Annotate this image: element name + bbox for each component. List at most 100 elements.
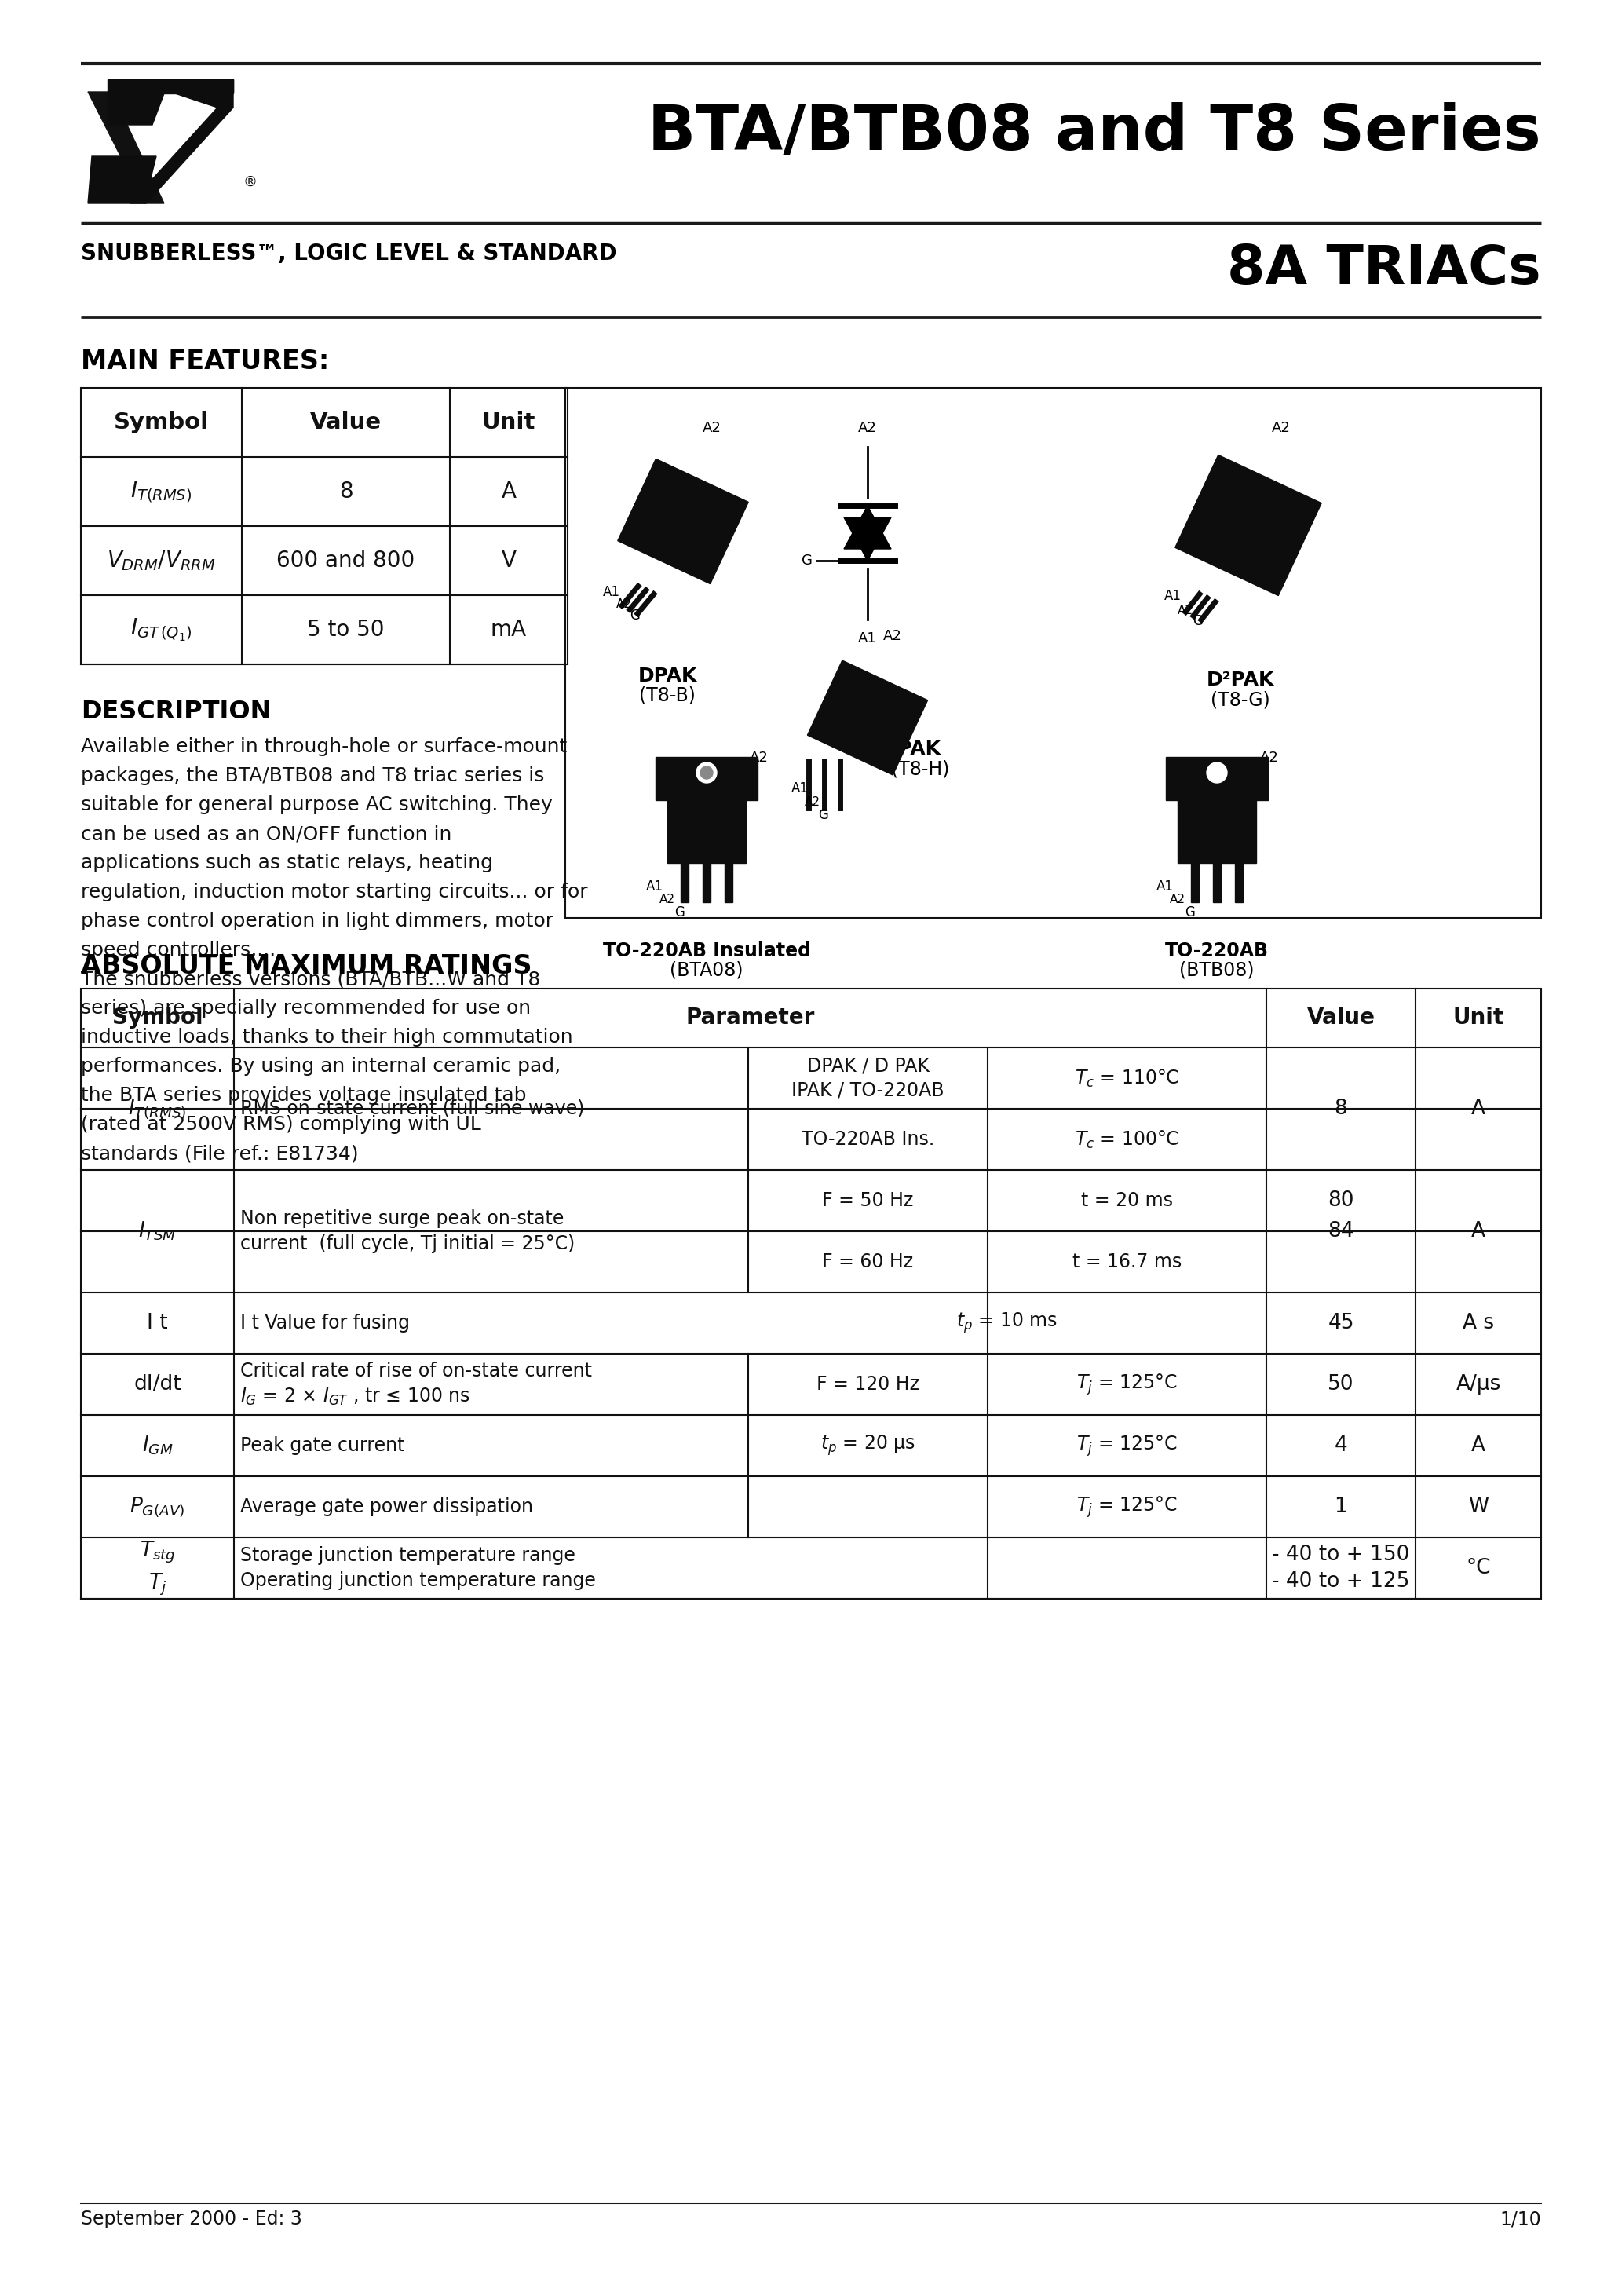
Text: A: A [1471,1435,1486,1456]
Text: DPAK / D PAK
IPAK / TO-220AB: DPAK / D PAK IPAK / TO-220AB [792,1056,944,1100]
Text: W: W [1468,1497,1489,1518]
Text: inductive loads, thanks to their high commutation: inductive loads, thanks to their high co… [81,1029,573,1047]
Text: ABSOLUTE MAXIMUM RATINGS: ABSOLUTE MAXIMUM RATINGS [81,953,532,978]
Bar [655,758,757,799]
Text: TO-220AB Insulated: TO-220AB Insulated [602,941,811,960]
Text: A: A [501,480,516,503]
Bar [681,861,688,902]
Text: mA: mA [490,618,527,641]
Text: A2: A2 [660,893,675,905]
Text: (BTA08): (BTA08) [670,962,743,980]
Text: V: V [501,549,516,572]
Text: G: G [1184,905,1195,918]
Text: regulation, induction motor starting circuits... or for: regulation, induction motor starting cir… [81,882,587,902]
Bar [1213,861,1221,902]
Text: Peak gate current: Peak gate current [240,1437,406,1456]
Text: MAIN FEATURES:: MAIN FEATURES: [81,349,329,374]
Text: A: A [1471,1097,1486,1118]
Text: (BTB08): (BTB08) [1179,962,1254,980]
Text: $T_c$ = 100°C: $T_c$ = 100°C [1075,1130,1179,1150]
Text: 50: 50 [1328,1373,1354,1394]
Text: I t: I t [148,1313,167,1334]
Text: 1/10: 1/10 [1500,2209,1541,2229]
Circle shape [1207,762,1228,783]
Text: A1: A1 [1156,879,1174,893]
Text: $V_{DRM}/V_{RRM}$: $V_{DRM}/V_{RRM}$ [107,549,216,572]
Text: I t Value for fusing: I t Value for fusing [240,1313,410,1332]
Bar [1166,758,1268,799]
Text: IPAK: IPAK [890,739,941,758]
Text: $I_{T(RMS)}$: $I_{T(RMS)}$ [131,480,191,505]
Text: A1: A1 [1165,588,1181,604]
Text: $I_{GT\,(Q_1)}$: $I_{GT\,(Q_1)}$ [131,618,191,643]
Text: A2: A2 [1260,751,1278,765]
Text: 80: 80 [1328,1189,1354,1210]
Text: 8: 8 [339,480,352,503]
Circle shape [696,762,717,783]
Text: A/µs: A/µs [1457,1373,1500,1394]
Text: performances. By using an internal ceramic pad,: performances. By using an internal ceram… [81,1056,561,1077]
Text: A1: A1 [646,879,663,893]
Text: A2: A2 [1272,420,1291,434]
Text: $T_j$ = 125°C: $T_j$ = 125°C [1077,1373,1178,1396]
Text: TO-220AB Ins.: TO-220AB Ins. [801,1130,934,1148]
Text: Value: Value [310,411,381,434]
Text: (T8-H): (T8-H) [890,760,949,778]
Text: A2: A2 [702,420,722,434]
Text: G: G [801,553,813,567]
Text: $t_p$ = 10 ms: $t_p$ = 10 ms [957,1311,1058,1336]
Text: G: G [1192,613,1204,629]
Text: G: G [675,905,684,918]
Polygon shape [808,661,928,776]
Text: t = 16.7 ms: t = 16.7 ms [1072,1251,1182,1272]
Text: A2: A2 [1178,604,1194,615]
Text: A2: A2 [884,629,902,643]
Text: A2: A2 [616,597,633,611]
Text: Symbol: Symbol [112,1008,203,1029]
Text: Average gate power dissipation: Average gate power dissipation [240,1497,534,1515]
Bar [1191,861,1199,902]
Text: $I_{TSM}$: $I_{TSM}$ [138,1219,177,1242]
Text: the BTA series provides voltage insulated tab: the BTA series provides voltage insulate… [81,1086,527,1104]
Text: °C: °C [1466,1559,1491,1577]
Text: Parameter: Parameter [686,1008,814,1029]
Bar [564,388,1541,918]
Polygon shape [843,505,890,549]
Text: standards (File ref.: E81734): standards (File ref.: E81734) [81,1143,358,1162]
Text: G: G [629,608,639,622]
Text: suitable for general purpose AC switching. They: suitable for general purpose AC switchin… [81,794,553,815]
Text: $T_c$ = 110°C: $T_c$ = 110°C [1075,1068,1179,1088]
Text: 5 to 50: 5 to 50 [307,618,384,641]
Polygon shape [130,94,234,204]
Text: 8: 8 [1335,1097,1348,1118]
Text: 45: 45 [1328,1313,1354,1334]
Text: A2: A2 [1169,893,1186,905]
Text: A: A [1471,1221,1486,1242]
Text: $T_{stg}$
$T_j$: $T_{stg}$ $T_j$ [139,1538,175,1598]
Text: Unit: Unit [1453,1008,1504,1029]
Text: F = 120 Hz: F = 120 Hz [816,1375,920,1394]
Bar [1234,861,1242,902]
Bar [107,80,234,94]
Text: series) are specially recommended for use on: series) are specially recommended for us… [81,999,530,1017]
Bar [725,861,733,902]
Text: SNUBBERLESS™, LOGIC LEVEL & STANDARD: SNUBBERLESS™, LOGIC LEVEL & STANDARD [81,243,616,264]
Text: dI/dt: dI/dt [133,1373,182,1394]
Text: $T_j$ = 125°C: $T_j$ = 125°C [1077,1495,1178,1520]
Text: $I_{T(RMS)}$: $I_{T(RMS)}$ [128,1097,187,1120]
Polygon shape [843,517,890,560]
Bar [702,861,710,902]
Text: Storage junction temperature range
Operating junction temperature range: Storage junction temperature range Opera… [240,1545,595,1589]
Text: applications such as static relays, heating: applications such as static relays, heat… [81,854,493,872]
Bar [1178,792,1255,863]
Text: can be used as an ON/OFF function in: can be used as an ON/OFF function in [81,824,451,843]
Text: speed controllers,...: speed controllers,... [81,941,276,960]
Text: 8A TRIACs: 8A TRIACs [1228,243,1541,296]
Text: Symbol: Symbol [114,411,209,434]
Text: Non repetitive surge peak on-state
current  (full cycle, Tj initial = 25°C): Non repetitive surge peak on-state curre… [240,1210,574,1254]
Text: $P_{G(AV)}$: $P_{G(AV)}$ [130,1495,185,1518]
Text: Available either in through-hole or surface-mount: Available either in through-hole or surf… [81,737,568,755]
Text: September 2000 - Ed: 3: September 2000 - Ed: 3 [81,2209,302,2229]
Bar [81,388,568,664]
Text: $t_p$ = 20 µs: $t_p$ = 20 µs [821,1433,915,1458]
